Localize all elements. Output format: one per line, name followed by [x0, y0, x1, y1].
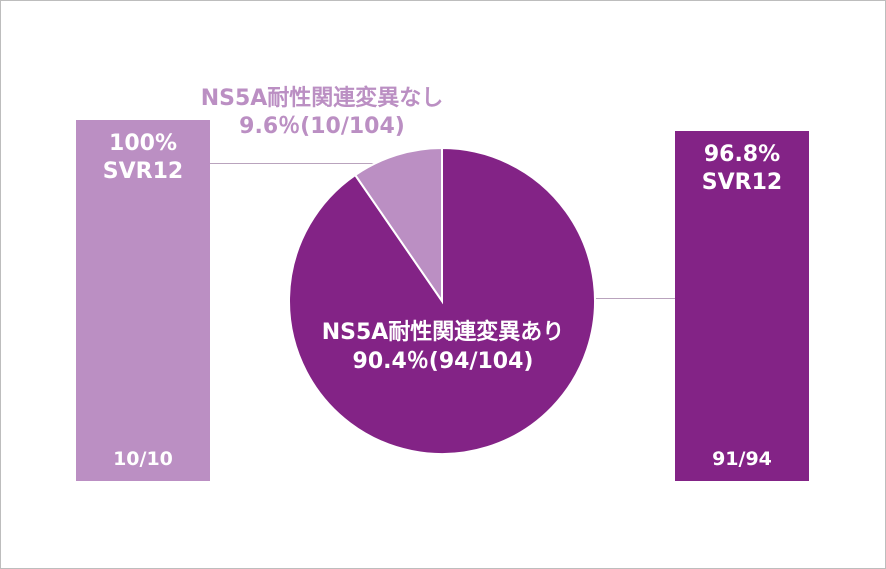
pie-label-with-variant: NS5A耐性関連変異あり 90.4％(94/104) — [282, 318, 604, 376]
svr-label: SVR12 — [701, 170, 783, 195]
svr-count-label: 91/94 — [712, 448, 772, 470]
svr-bar-with-variant-header: 96.8% SVR12 — [675, 141, 809, 197]
connector-line-with-variant — [595, 298, 675, 299]
pie-slice-no-variant — [353, 146, 443, 305]
connector-line-no-variant — [210, 163, 442, 164]
pie-label-no-variant: NS5A耐性関連変異なし 9.6％(10/104) — [152, 85, 492, 141]
pie-label-with-variant-name: NS5A耐性関連変異あり — [321, 320, 565, 345]
svr-bar-no-variant-header: 100% SVR12 — [76, 130, 210, 186]
svr-bar-no-variant: 100% SVR12 10/10 — [76, 120, 210, 481]
svr-percent-label: 100% — [109, 131, 177, 156]
svr-percent-label: 96.8% — [703, 142, 781, 167]
pie-label-with-variant-value: 90.4％(94/104) — [352, 349, 534, 374]
pie-label-no-variant-value: 9.6％(10/104) — [239, 114, 405, 139]
svr-count-label: 10/10 — [113, 448, 173, 470]
pie-label-no-variant-name: NS5A耐性関連変異なし — [200, 86, 444, 111]
svr-bar-with-variant: 96.8% SVR12 91/94 — [675, 131, 809, 481]
svr-label: SVR12 — [102, 159, 184, 184]
